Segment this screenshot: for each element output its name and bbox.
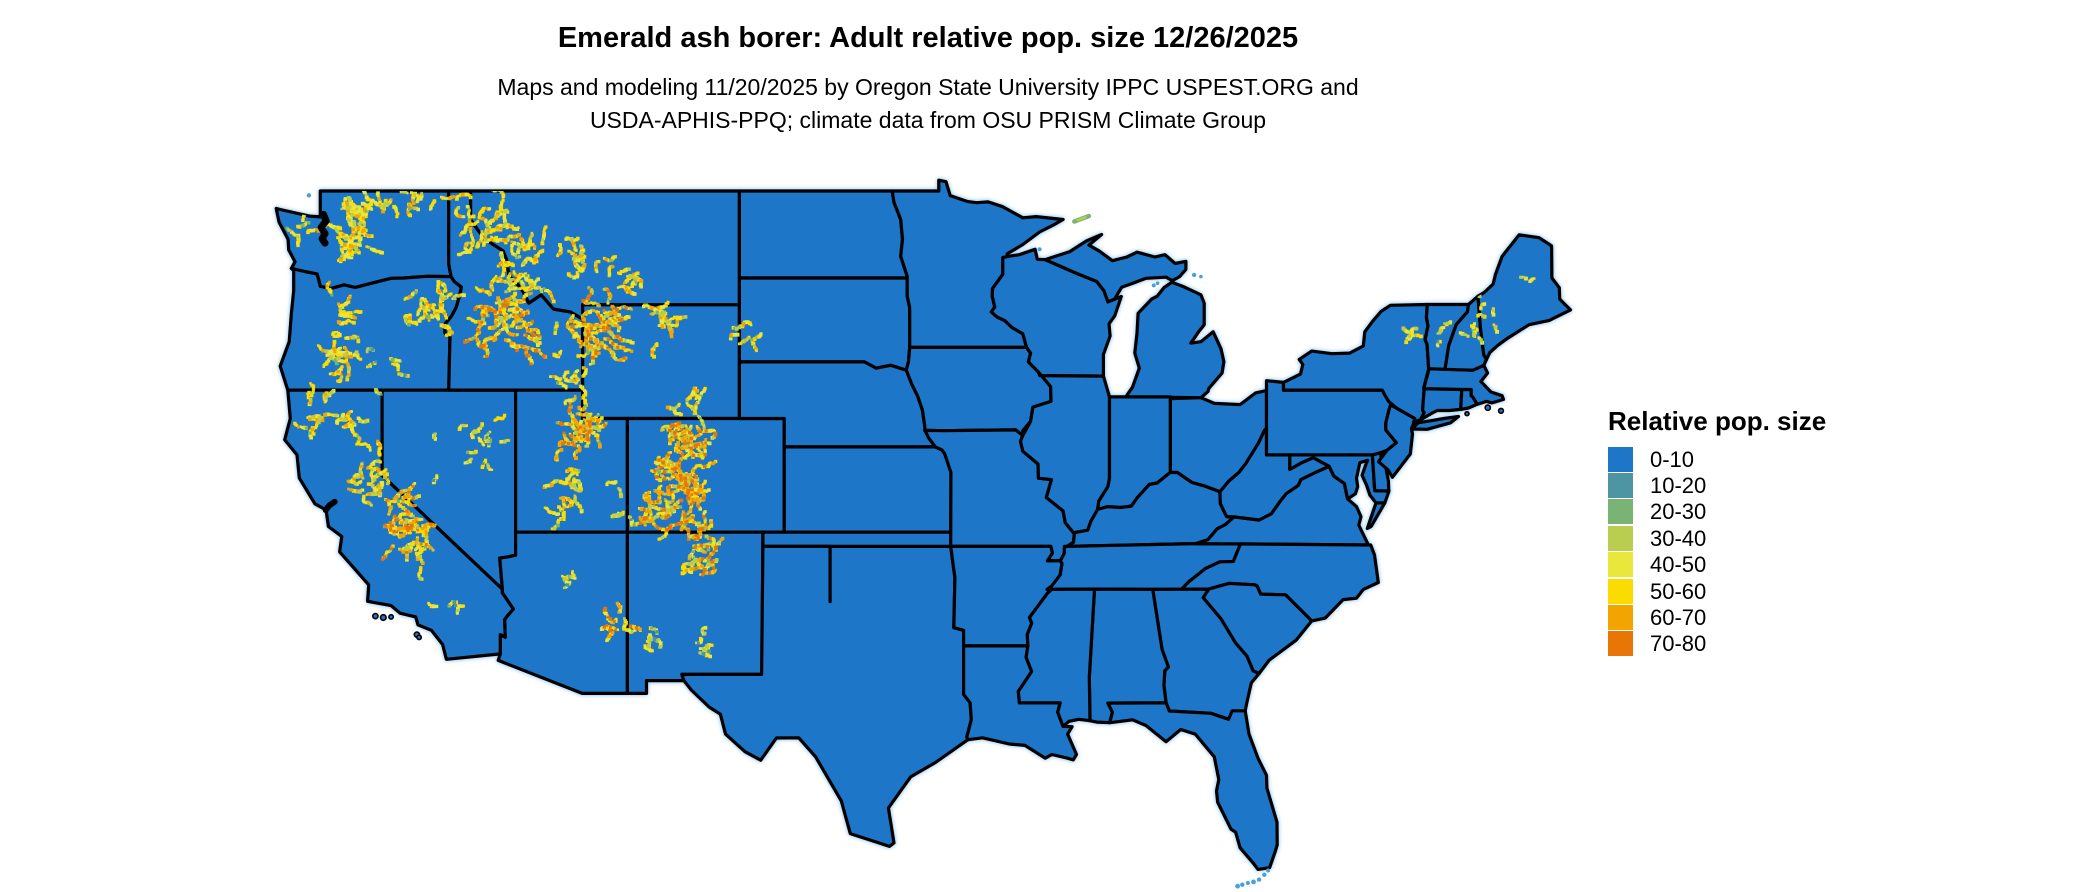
legend-title: Relative pop. size	[1608, 406, 1827, 436]
state-az	[496, 530, 629, 695]
legend-item-40-50: 40-50	[1608, 552, 1826, 578]
state-li	[1410, 414, 1461, 431]
island-key-4	[1251, 879, 1256, 885]
state-fl	[1106, 701, 1279, 871]
island-key-3	[1256, 877, 1262, 882]
island-key-2	[1262, 872, 1267, 877]
legend-item-0-10: 0-10	[1608, 446, 1826, 472]
state-va_shore	[1365, 501, 1387, 531]
legend-item-20-30: 20-30	[1608, 499, 1826, 525]
legend-label: 30-40	[1650, 525, 1707, 551]
speckle-cells-fbdc00	[286, 186, 1536, 658]
legend-label: 40-50	[1650, 552, 1707, 578]
island-nantucket	[1497, 407, 1505, 414]
legend-label: 20-30	[1650, 499, 1707, 525]
legend-label: 0-10	[1650, 446, 1695, 472]
map-subtitle-line2: USDA-APHIS-PPQ; climate data from OSU PR…	[589, 107, 1267, 133]
state-or	[278, 266, 463, 392]
state-md	[1288, 453, 1391, 505]
map-title: Emerald ash borer: Adult relative pop. s…	[557, 22, 1299, 54]
legend-label: 60-70	[1650, 605, 1707, 631]
state-nd	[737, 189, 909, 280]
legend-swatch	[1608, 552, 1633, 578]
state-ct	[1418, 387, 1464, 422]
legend-swatch	[1608, 525, 1633, 551]
legend-item-50-60: 50-60	[1608, 578, 1826, 604]
speckle-cells-b9ce4e	[287, 186, 1526, 655]
island-st-joseph	[1199, 274, 1203, 279]
population-raster-speckles	[285, 186, 1536, 659]
legend-label: 10-20	[1650, 473, 1707, 499]
state-ms	[1016, 587, 1097, 728]
island-san-clemente	[416, 634, 423, 641]
island-beaver	[1151, 283, 1156, 288]
state-mi	[1124, 280, 1226, 400]
island-san-juan	[306, 193, 312, 198]
state-ks	[782, 445, 953, 534]
islands-and-water-marks	[306, 193, 1505, 889]
legend-swatch	[1608, 473, 1633, 499]
island-key-6	[1240, 882, 1245, 887]
sf-bay-water-mark	[322, 498, 338, 513]
island-santa-rosa	[371, 612, 379, 620]
legend-swatch	[1608, 631, 1633, 657]
legend-label: 70-80	[1650, 631, 1707, 657]
map-subtitle-line1: Maps and modeling 11/20/2025 by Oregon S…	[497, 74, 1359, 100]
puget-sound-water-mark	[317, 210, 330, 247]
legend-item-10-20: 10-20	[1608, 472, 1826, 499]
legend-swatch	[1608, 578, 1633, 604]
island-key-1	[1266, 868, 1271, 873]
legend-item-60-70: 60-70	[1608, 604, 1826, 631]
state-shapes	[274, 178, 1573, 871]
figure-header: Emerald ash borer: Adult relative pop. s…	[0, 0, 1856, 137]
legend: Relative pop. size 0-10 10-20 20-30 30-40 40…	[1608, 406, 1826, 657]
legend-item-70-80: 70-80	[1608, 631, 1826, 657]
legend-label: 50-60	[1650, 578, 1707, 604]
island-drummond	[1191, 272, 1197, 278]
state-me	[1476, 233, 1573, 361]
island-block-island	[1464, 410, 1470, 417]
state-sd	[737, 276, 912, 372]
legend-items: 0-10 10-20 20-30 30-40 40-50 50-60 60-70 70-80	[1608, 446, 1826, 657]
island-key-5	[1245, 881, 1250, 885]
legend-item-30-40: 30-40	[1608, 525, 1826, 551]
island-anacapa	[388, 613, 395, 620]
island-marthas-vineyard	[1484, 404, 1492, 412]
state-mi_up	[1043, 232, 1188, 304]
island-santa-cruz	[379, 613, 387, 622]
legend-swatch	[1608, 446, 1633, 472]
state-pa	[1264, 379, 1398, 457]
island-apostle	[1037, 247, 1042, 252]
state-nm	[625, 530, 765, 695]
isle-royale-highlight	[1076, 216, 1087, 222]
map-subtitle: Maps and modeling 11/20/2025 by Oregon S…	[0, 71, 1856, 137]
island-key-7	[1235, 883, 1240, 889]
legend-swatch	[1608, 499, 1633, 525]
legend-swatch	[1608, 605, 1633, 631]
island-high-island	[1155, 281, 1160, 286]
